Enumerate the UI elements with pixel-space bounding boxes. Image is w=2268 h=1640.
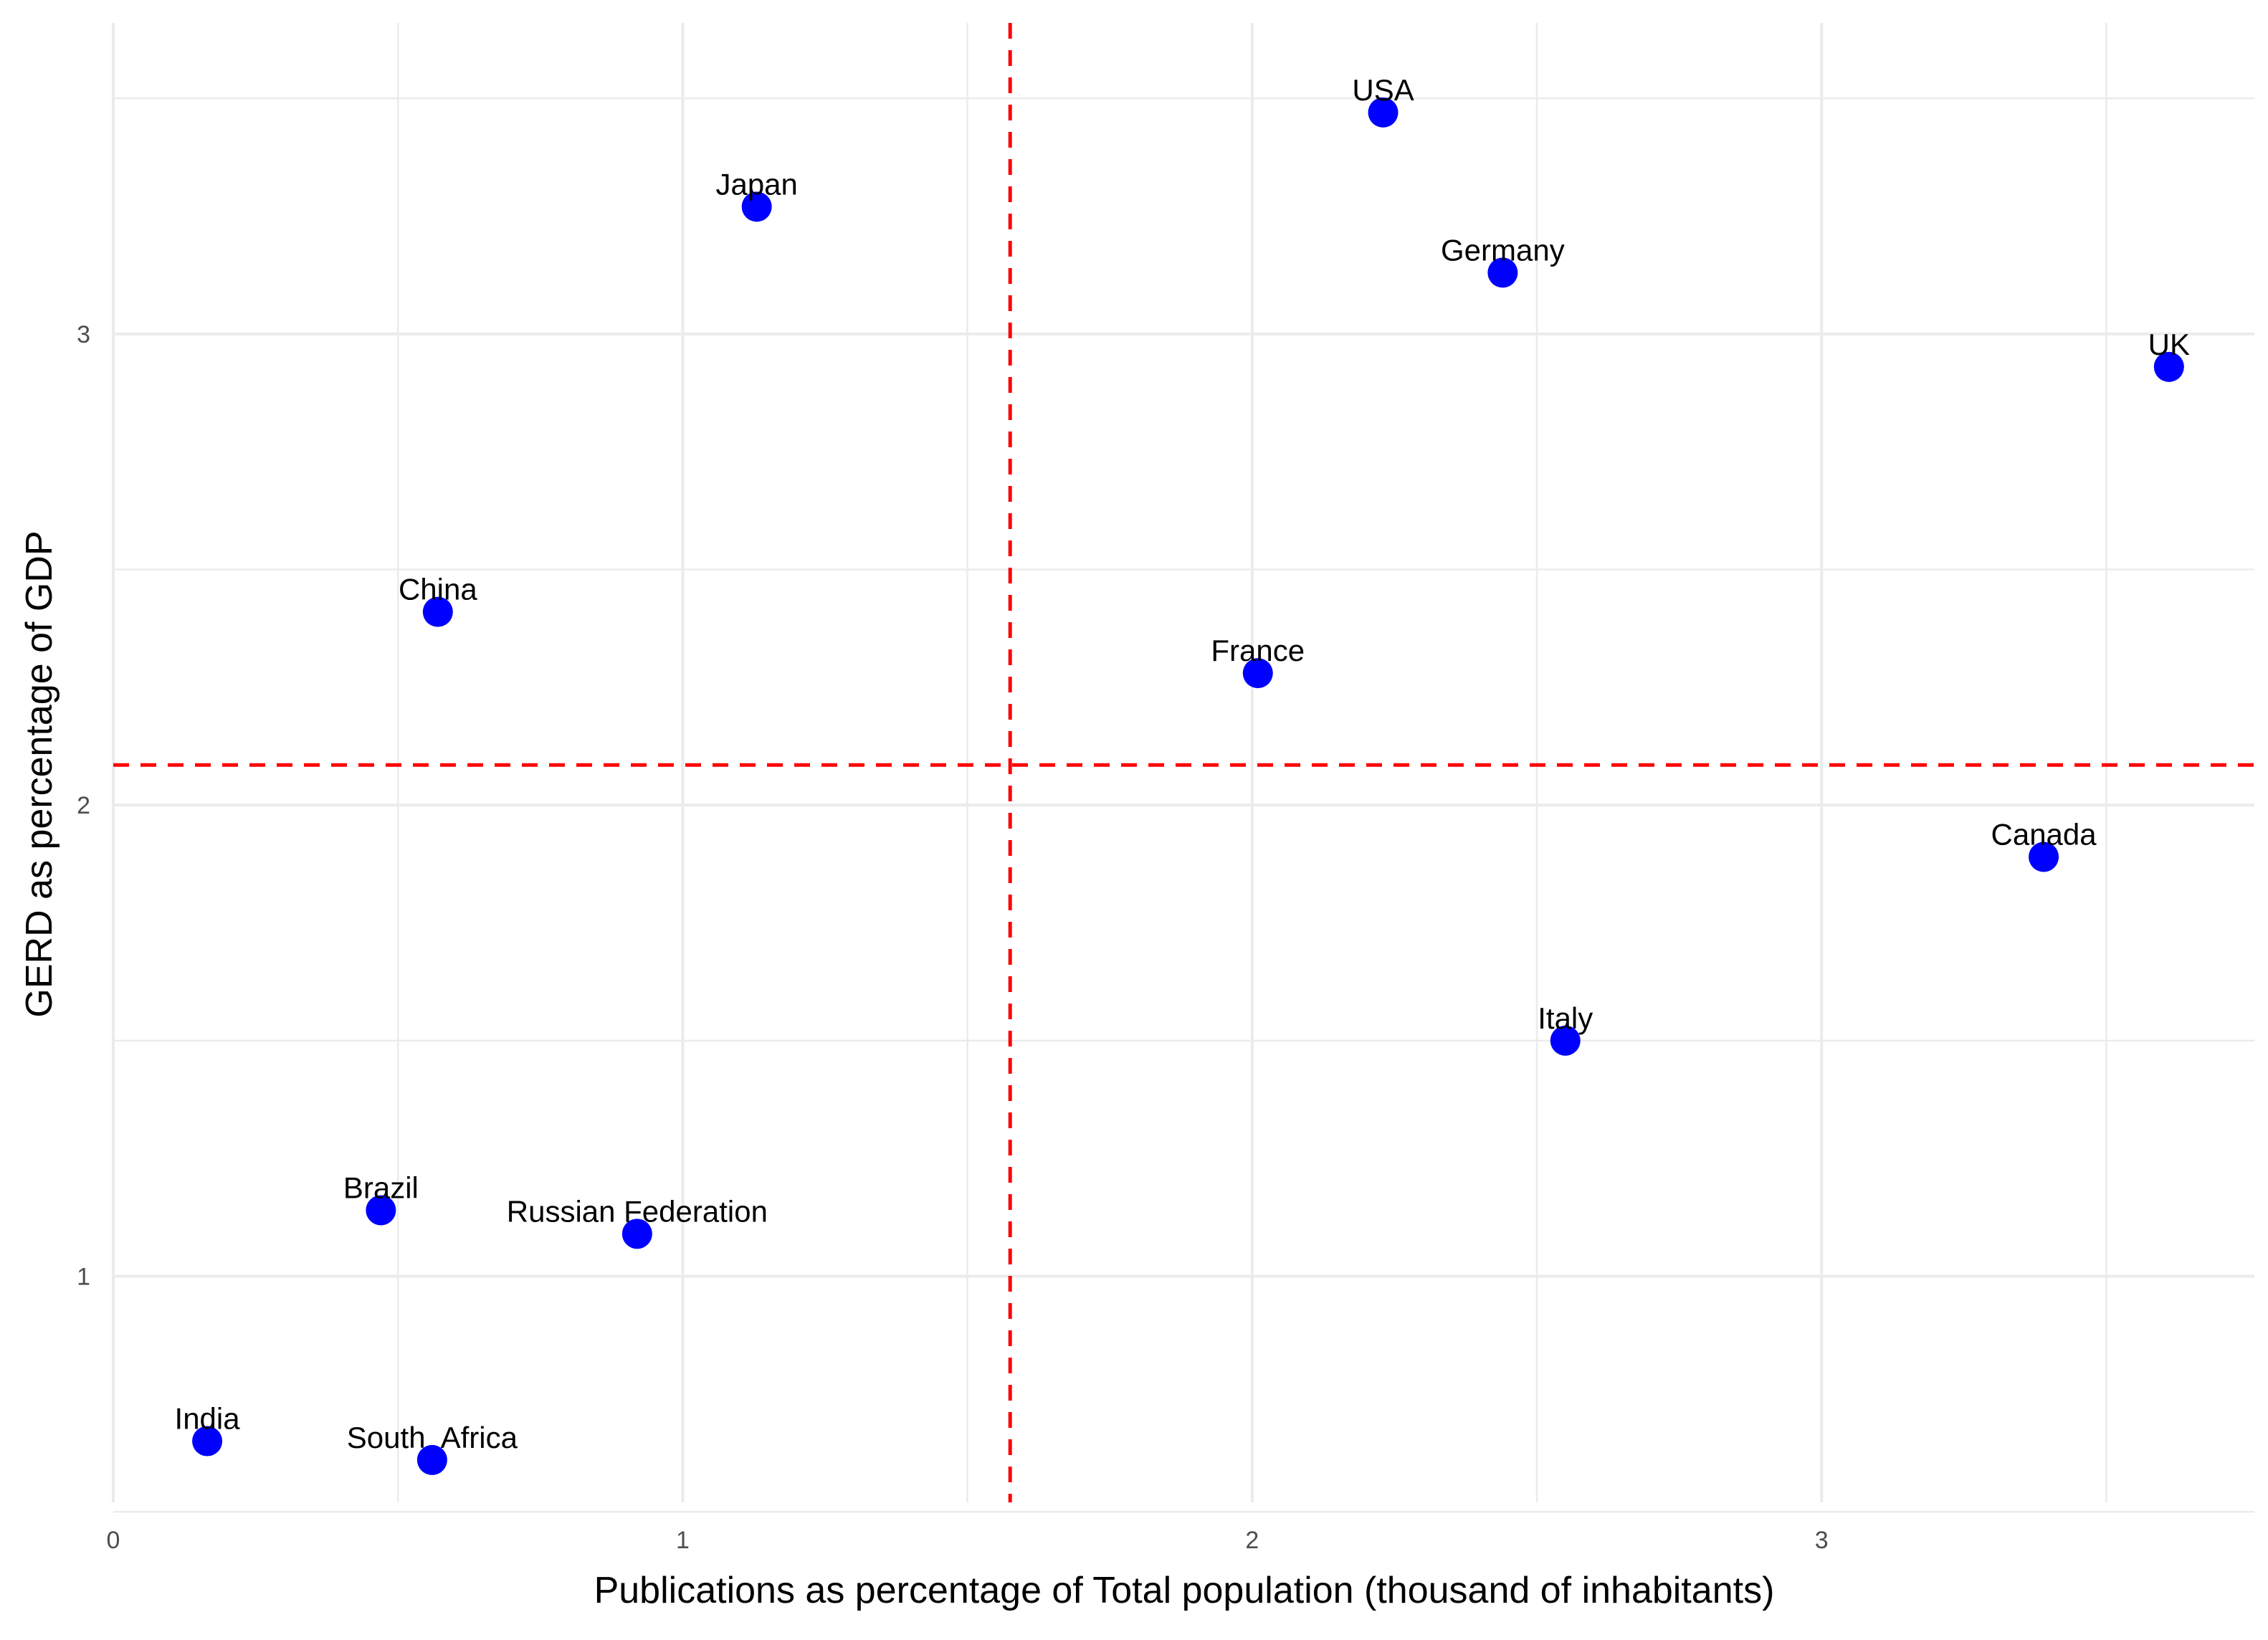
y-tick-label: 1 [77,1263,90,1290]
point-label: Italy [1538,1001,1593,1035]
x-tick-label: 2 [1245,1527,1259,1554]
x-tick-label: 1 [676,1527,690,1554]
point-label: Brazil [343,1171,419,1204]
point-label: India [175,1402,241,1436]
point-label: South Africa [347,1421,518,1454]
data-point [422,596,453,627]
data-points [192,97,2184,1475]
y-axis-title: GERD as percentage of GDP [19,530,60,1017]
point-label: Germany [1441,233,1565,267]
data-point [1368,97,1399,128]
point-label: France [1211,634,1305,667]
point-labels: USA Japan Germany UK China France Canada Italy B… [175,73,2190,1454]
y-tick-label: 2 [77,792,90,819]
point-label: Japan [715,167,797,201]
x-axis-title: Publications as percentage of Total popu… [594,1570,1775,1611]
point-label: UK [2148,328,2190,361]
data-point [1242,658,1273,689]
data-point [2153,351,2184,382]
point-label: USA [1352,73,1414,107]
data-point [192,1426,223,1457]
point-label: Russian Federation [507,1194,768,1228]
y-tick-label: 3 [77,321,90,348]
point-label: China [399,573,477,606]
data-point [1487,257,1518,288]
tick-labels: 0 1 2 3 1 2 3 [77,321,1829,1554]
reference-lines [113,23,2254,1502]
data-point [366,1195,396,1226]
point-label: Canada [1991,817,2097,851]
data-point [416,1444,447,1475]
data-point [621,1219,652,1249]
data-point [2029,842,2059,872]
x-tick-label: 0 [107,1527,120,1554]
data-point [741,191,772,222]
data-point [1550,1025,1581,1056]
x-tick-label: 3 [1815,1527,1829,1554]
grid [112,23,2254,1513]
